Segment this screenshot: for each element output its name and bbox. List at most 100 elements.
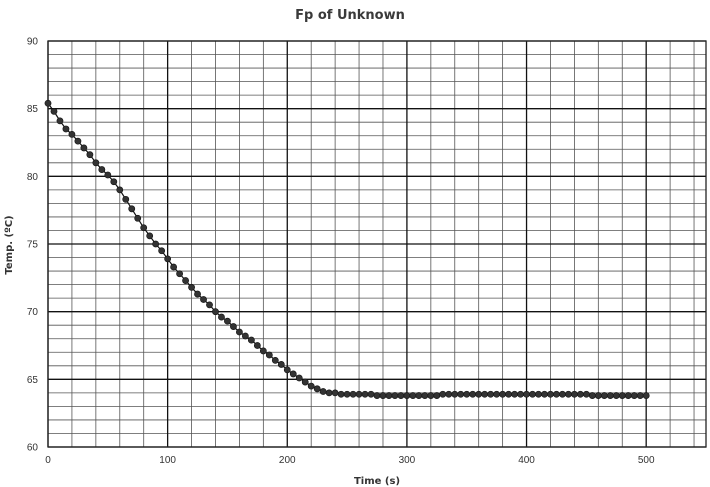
data-point — [493, 390, 501, 398]
data-point — [80, 144, 88, 152]
y-axis-label: Temp. (ºC) — [4, 215, 15, 274]
data-point — [307, 382, 315, 390]
data-point — [565, 390, 572, 398]
data-point — [529, 390, 536, 398]
data-point — [439, 390, 447, 398]
data-point — [571, 390, 578, 398]
data-point — [451, 390, 459, 398]
data-point — [68, 130, 76, 138]
data-point — [158, 247, 166, 255]
data-point — [194, 290, 201, 298]
data-point — [606, 392, 614, 399]
data-point — [612, 392, 620, 399]
plot-area-frame — [47, 40, 707, 448]
data-point — [253, 342, 261, 349]
y-tick-label: 65 — [27, 375, 39, 386]
data-point — [182, 277, 189, 284]
data-point — [547, 390, 554, 398]
data-point — [313, 385, 321, 393]
chart-grid-major — [47, 40, 706, 448]
x-tick-label: 200 — [279, 455, 296, 466]
data-point — [224, 317, 231, 325]
x-axis-label: Time (s) — [354, 476, 400, 487]
data-point — [642, 392, 650, 399]
data-point — [600, 392, 608, 399]
data-point — [427, 392, 435, 399]
data-point — [325, 389, 333, 397]
data-point — [475, 390, 483, 398]
data-point — [505, 390, 512, 398]
data-point — [523, 390, 530, 398]
data-point — [206, 301, 213, 309]
data-point — [594, 392, 602, 399]
data-point — [62, 125, 70, 133]
data-point — [218, 313, 225, 321]
data-point — [319, 388, 327, 395]
data-point — [487, 390, 495, 398]
data-point — [265, 351, 273, 359]
data-point — [271, 356, 279, 364]
data-point — [44, 99, 52, 107]
x-axis-ticks: 0 100 200 300 400 500 — [45, 455, 655, 466]
data-point — [134, 214, 142, 222]
data-point — [110, 178, 118, 186]
x-tick-label: 0 — [45, 455, 51, 466]
data-point — [164, 255, 172, 263]
data-point — [277, 361, 285, 368]
data-point — [397, 392, 405, 399]
data-point — [517, 390, 524, 398]
data-point — [469, 390, 477, 398]
data-point — [200, 296, 207, 303]
data-point — [236, 328, 243, 336]
data-point — [140, 224, 148, 232]
data-point — [630, 392, 638, 399]
data-point — [409, 392, 417, 399]
data-point — [247, 336, 255, 344]
data-point — [295, 374, 303, 382]
data-point — [618, 392, 626, 399]
data-point — [128, 205, 136, 213]
data-point — [624, 392, 632, 399]
data-point — [212, 308, 219, 316]
data-point — [355, 390, 363, 398]
data-point — [122, 195, 130, 203]
data-point — [176, 270, 183, 278]
data-point — [445, 390, 453, 398]
x-tick-label: 100 — [159, 455, 176, 466]
series-line — [47, 102, 647, 397]
x-tick-label: 400 — [518, 455, 535, 466]
data-point — [170, 263, 178, 271]
data-point — [289, 370, 297, 378]
data-point — [433, 392, 441, 399]
data-point — [403, 392, 411, 399]
data-point — [116, 186, 124, 194]
data-point — [230, 323, 237, 330]
y-tick-label: 75 — [27, 240, 39, 251]
data-point — [349, 390, 357, 398]
data-point — [86, 151, 94, 159]
data-point — [146, 232, 154, 240]
data-point — [385, 392, 393, 399]
data-point — [636, 392, 644, 399]
data-point — [50, 107, 58, 115]
data-point — [576, 390, 584, 398]
data-point — [463, 390, 471, 398]
x-tick-label: 300 — [399, 455, 416, 466]
y-axis-ticks: 60 65 70 75 80 85 90 — [27, 37, 39, 454]
data-point — [367, 390, 375, 398]
data-point — [259, 347, 267, 355]
data-point — [343, 390, 351, 398]
data-point — [511, 390, 518, 398]
data-point — [373, 392, 381, 399]
data-point — [331, 389, 339, 397]
data-point — [92, 159, 100, 167]
data-point — [553, 390, 560, 398]
data-point — [559, 390, 566, 398]
data-point — [361, 390, 369, 398]
x-tick-label: 500 — [638, 455, 655, 466]
data-point — [241, 332, 249, 340]
data-point — [379, 392, 387, 399]
y-tick-label: 85 — [27, 104, 39, 115]
data-point — [301, 378, 309, 386]
